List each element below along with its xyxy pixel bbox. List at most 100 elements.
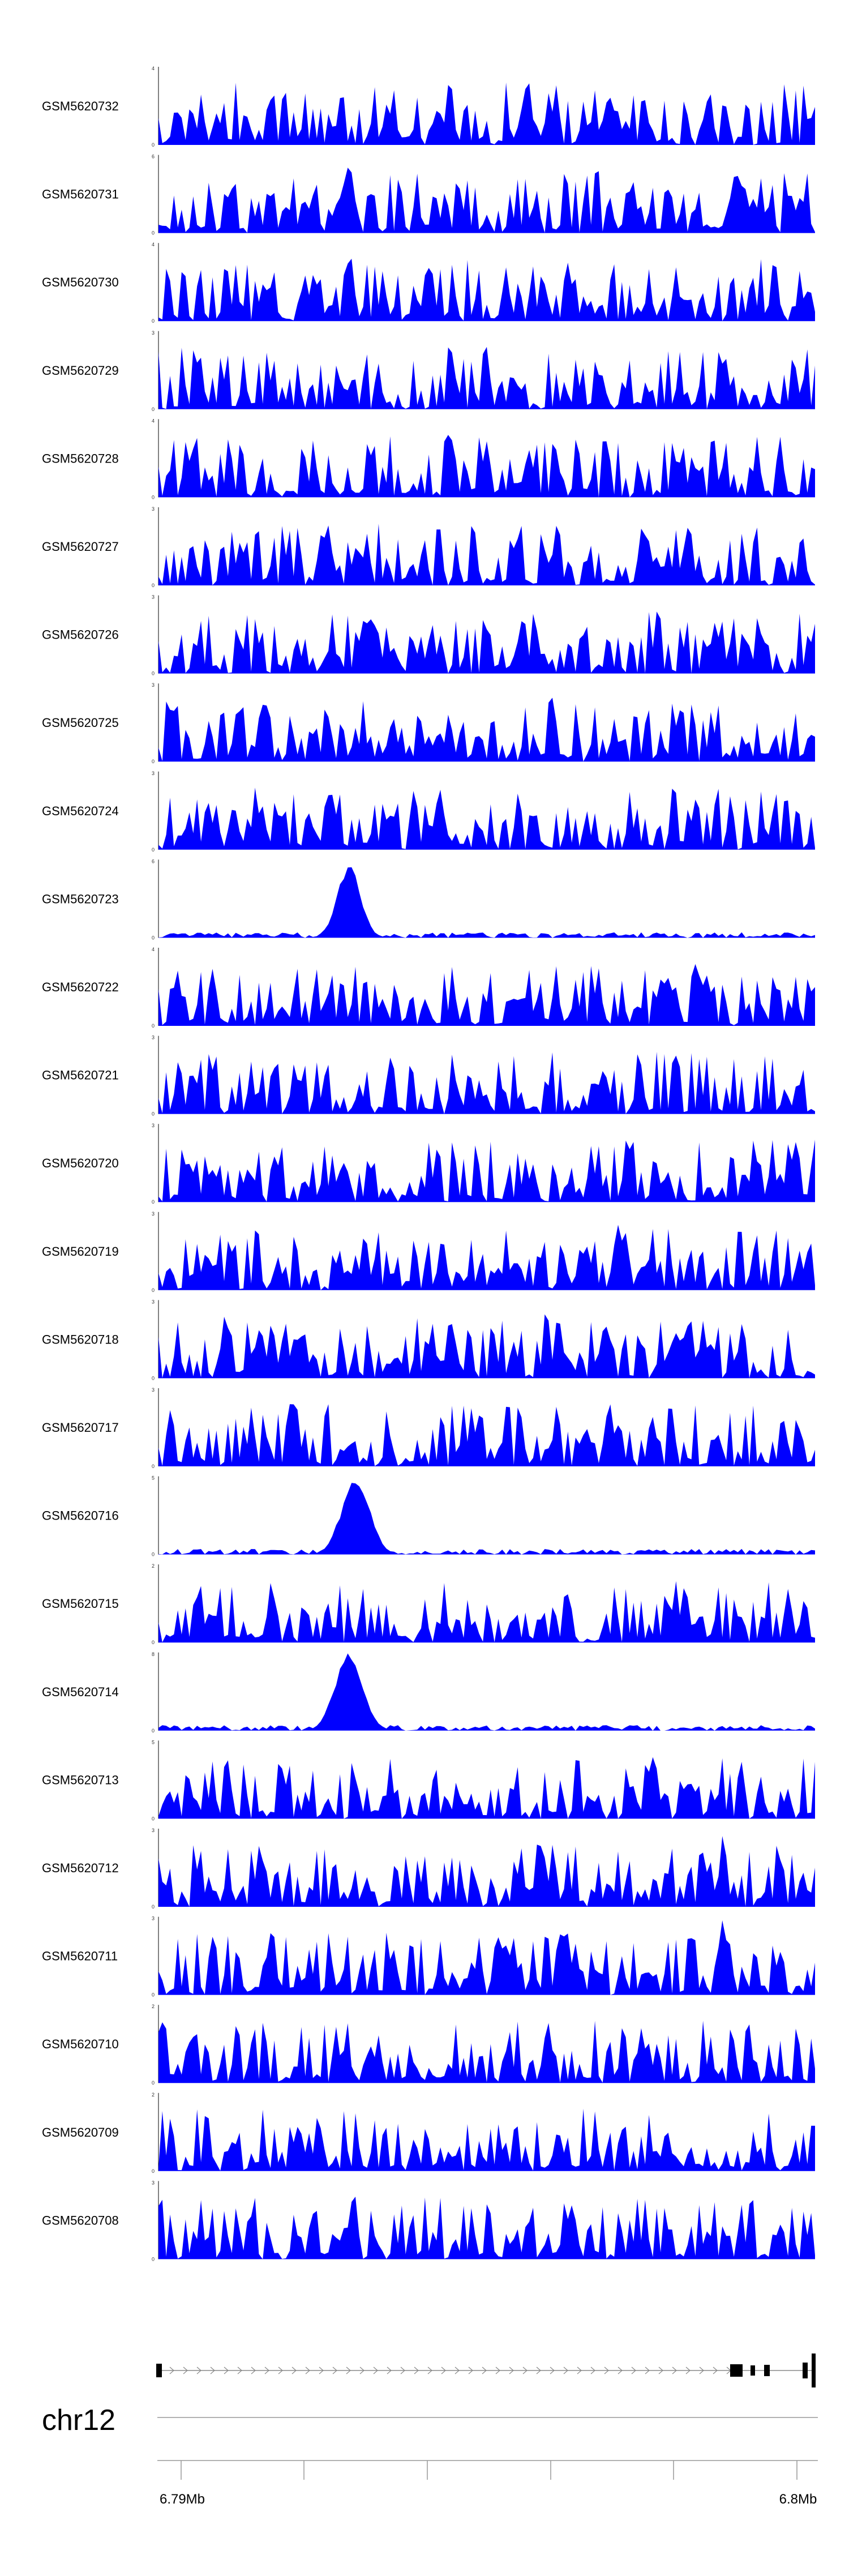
track-GSM5620708: GSM5620708 3 0	[42, 2180, 815, 2262]
track-label: GSM5620717	[42, 1420, 119, 1435]
track-label: GSM5620715	[42, 1597, 119, 1611]
y-max-tick-label: 4	[152, 947, 155, 952]
coverage-area	[158, 168, 815, 233]
y-max-tick-label: 3	[152, 771, 155, 776]
y-max-tick-label: 3	[152, 1123, 155, 1128]
strand-arrow	[495, 2367, 500, 2374]
y-max-tick-label: 3	[152, 682, 155, 688]
strand-arrow	[713, 2367, 718, 2374]
track-GSM5620713: GSM5620713 5 0	[42, 1739, 815, 1821]
y-max-tick-label: 4	[152, 242, 155, 247]
y-max-tick-label: 2	[152, 2092, 155, 2098]
coverage-area	[158, 1225, 815, 1290]
strand-arrow	[264, 2367, 269, 2374]
track-GSM5620726: GSM5620726 3 0	[42, 594, 815, 677]
coverage-area	[158, 1483, 815, 1555]
y-min-tick-label: 0	[152, 671, 155, 677]
coverage-area	[158, 698, 815, 762]
strand-arrow	[373, 2367, 378, 2374]
strand-arrow	[346, 2367, 351, 2374]
track-GSM5620711: GSM5620711 3 0	[42, 1916, 815, 1998]
coverage-area	[158, 964, 815, 1026]
strand-arrow	[196, 2367, 201, 2374]
y-min-tick-label: 0	[152, 494, 155, 500]
track-GSM5620729: GSM5620729 3 0	[42, 330, 815, 412]
coverage-area	[158, 2021, 815, 2083]
coverage-area	[158, 867, 815, 938]
strand-arrow	[441, 2367, 446, 2374]
y-min-tick-label: 0	[152, 1375, 155, 1381]
y-max-tick-label: 3	[152, 1211, 155, 1217]
y-min-tick-label: 0	[152, 2256, 155, 2262]
exon-block	[730, 2364, 743, 2377]
coverage-area	[158, 2108, 815, 2171]
strand-arrow	[618, 2367, 623, 2374]
coverage-area	[158, 1836, 815, 1907]
track-label: GSM5620721	[42, 1068, 119, 1082]
track-label: GSM5620709	[42, 2125, 119, 2139]
strand-arrow	[169, 2367, 174, 2374]
strand-arrow	[210, 2367, 215, 2374]
y-max-tick-label: 3	[152, 1035, 155, 1041]
strand-arrow	[414, 2367, 419, 2374]
coverage-area	[158, 259, 815, 322]
strand-arrow	[278, 2367, 283, 2374]
coverage-area	[158, 346, 815, 409]
exon-block	[764, 2365, 770, 2376]
coverage-area	[158, 1051, 815, 1114]
y-min-tick-label: 0	[152, 1287, 155, 1293]
strand-arrow	[631, 2367, 636, 2374]
y-min-tick-label: 0	[152, 1992, 155, 1998]
y-min-tick-label: 0	[152, 1199, 155, 1205]
track-label: GSM5620723	[42, 892, 119, 906]
y-min-tick-label: 0	[152, 759, 155, 764]
y-max-tick-label: 3	[152, 506, 155, 512]
chromosome-label: chr12	[42, 2404, 115, 2437]
track-label: GSM5620732	[42, 99, 119, 113]
gene-model-track	[156, 2354, 816, 2387]
track-GSM5620719: GSM5620719 3 0	[42, 1211, 815, 1293]
y-min-tick-label: 0	[152, 935, 155, 940]
track-GSM5620714: GSM5620714 8 0	[42, 1651, 815, 1734]
coverage-area	[158, 788, 815, 850]
y-max-tick-label: 6	[152, 858, 155, 864]
track-GSM5620717: GSM5620717 3 0	[42, 1387, 815, 1469]
track-GSM5620721: GSM5620721 3 0	[42, 1035, 815, 1117]
strand-arrow	[332, 2367, 337, 2374]
strand-arrow	[251, 2367, 256, 2374]
track-label: GSM5620716	[42, 1509, 119, 1523]
coverage-area	[158, 524, 815, 585]
track-label: GSM5620729	[42, 363, 119, 378]
track-GSM5620716: GSM5620716 5 0	[42, 1475, 815, 1557]
x-tick-label: 6.8Mb	[779, 2492, 817, 2507]
coverage-area	[158, 1920, 815, 1995]
track-label: GSM5620710	[42, 2037, 119, 2051]
track-GSM5620728: GSM5620728 4 0	[42, 418, 815, 500]
coverage-area	[158, 1314, 815, 1379]
y-min-tick-label: 0	[152, 142, 155, 148]
y-max-tick-label: 3	[152, 1299, 155, 1304]
y-min-tick-label: 0	[152, 1023, 155, 1029]
strand-arrow	[550, 2367, 555, 2374]
track-GSM5620732: GSM5620732 4 0	[42, 66, 815, 148]
strand-arrow	[319, 2367, 324, 2374]
track-GSM5620718: GSM5620718 3 0	[42, 1299, 815, 1381]
y-min-tick-label: 0	[152, 230, 155, 236]
y-min-tick-label: 0	[152, 2080, 155, 2086]
y-max-tick-label: 6	[152, 154, 155, 160]
exon-block	[803, 2363, 808, 2378]
coverage-area	[158, 611, 815, 674]
track-GSM5620710: GSM5620710 2 0	[42, 2004, 815, 2086]
strand-arrow	[522, 2367, 528, 2374]
x-tick-label: 6.79Mb	[160, 2492, 205, 2507]
strand-arrow	[427, 2367, 432, 2374]
track-GSM5620725: GSM5620725 3 0	[42, 682, 815, 764]
y-min-tick-label: 0	[152, 847, 155, 853]
y-max-tick-label: 4	[152, 66, 155, 71]
y-max-tick-label: 5	[152, 1739, 155, 1745]
exon-block	[156, 2364, 162, 2377]
y-min-tick-label: 0	[152, 1904, 155, 1910]
y-max-tick-label: 8	[152, 1651, 155, 1657]
strand-arrow	[536, 2367, 541, 2374]
coverage-area	[158, 1581, 815, 1643]
